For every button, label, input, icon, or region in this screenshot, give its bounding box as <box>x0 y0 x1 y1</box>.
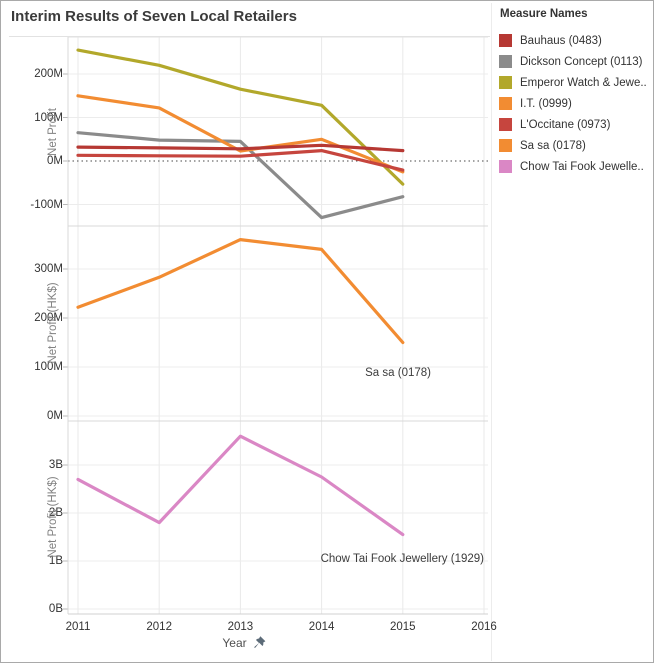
color-swatch-dickson <box>499 55 512 68</box>
y-tick-label: -100M <box>30 198 63 211</box>
x-tick-label: 2012 <box>146 621 172 633</box>
x-tick-label: 2016 <box>471 621 497 633</box>
series-line-emperor-watch-jewe[interactable] <box>76 48 405 186</box>
legend-item-bauhaus[interactable]: Bauhaus (0483) <box>499 30 651 51</box>
series-line-chow-tai-fook-jewellery-1929[interactable] <box>76 434 405 537</box>
x-axis-title: Year <box>222 635 247 650</box>
legend-item-loccitane[interactable]: L'Occitane (0973) <box>499 114 651 135</box>
color-swatch-emperor <box>499 76 512 89</box>
series-line-sa-sa-0178[interactable] <box>76 238 405 345</box>
mark-label-chow-tai-fook: Chow Tai Fook Jewellery (1929) <box>320 553 484 565</box>
series-line-l-occitane-0973[interactable] <box>76 149 405 172</box>
y-tick-label: 100M <box>34 361 63 373</box>
color-swatch-it <box>499 97 512 110</box>
page-title: Interim Results of Seven Local Retailers <box>11 8 297 25</box>
x-tick-label: 2011 <box>65 621 91 633</box>
y-tick-label: 300M <box>34 263 63 275</box>
series-line-dickson-concept-0113[interactable] <box>76 131 405 220</box>
legend-label: Dickson Concept (0113) <box>520 55 643 68</box>
series-line-i-t-0999[interactable] <box>76 94 405 174</box>
y-tick-label: 1B <box>48 555 63 567</box>
y-tick-label: 200M <box>34 68 63 80</box>
x-axis-title-row: Year <box>1 635 488 650</box>
legend-item-sasa[interactable]: Sa sa (0178) <box>499 135 651 156</box>
legend-item-dickson[interactable]: Dickson Concept (0113) <box>499 51 651 72</box>
legend-label: Bauhaus (0483) <box>520 34 602 47</box>
mark-label-sasa: Sa sa (0178) <box>365 367 431 379</box>
y-tick-label: 3B <box>48 459 63 471</box>
color-swatch-loccitane <box>499 118 512 131</box>
legend-measure-names: Measure Names Bauhaus (0483) Dickson Con… <box>499 8 651 177</box>
legend-label: Emperor Watch & Jewe.. <box>520 76 647 89</box>
legend-label: Chow Tai Fook Jewelle.. <box>520 160 644 173</box>
y-tick-label: 0M <box>47 155 63 167</box>
legend-label: L'Occitane (0973) <box>520 118 611 131</box>
y-tick-label: 2B <box>48 507 63 519</box>
series-line-bauhaus-0483[interactable] <box>76 143 405 153</box>
y-tick-label: 200M <box>34 312 63 324</box>
legend-title: Measure Names <box>500 8 588 20</box>
x-tick-label: 2014 <box>308 621 335 633</box>
legend-label: Sa sa (0178) <box>520 139 586 152</box>
legend-item-it[interactable]: I.T. (0999) <box>499 93 651 114</box>
y-axis-title-bottom: Net Profit (HK$) <box>47 476 59 558</box>
color-swatch-chow-tai-fook <box>499 160 512 173</box>
color-swatch-bauhaus <box>499 34 512 47</box>
y-axis-title-top: Net Profit <box>47 108 59 156</box>
y-tick-label: 0M <box>47 410 63 422</box>
pushpin-icon[interactable] <box>252 635 267 650</box>
y-tick-label: 100M <box>34 111 63 124</box>
x-tick-label: 2013 <box>227 621 254 633</box>
y-axis-title-middle: Net Profit (HK$) <box>47 282 59 364</box>
legend-label: I.T. (0999) <box>520 97 572 110</box>
y-tick-label: 0B <box>48 603 63 615</box>
legend-divider <box>491 3 492 661</box>
x-tick-label: 2015 <box>390 621 416 633</box>
legend-item-emperor[interactable]: Emperor Watch & Jewe.. <box>499 72 651 93</box>
legend-item-chow-tai-fook[interactable]: Chow Tai Fook Jewelle.. <box>499 156 651 177</box>
color-swatch-sasa <box>499 139 512 152</box>
